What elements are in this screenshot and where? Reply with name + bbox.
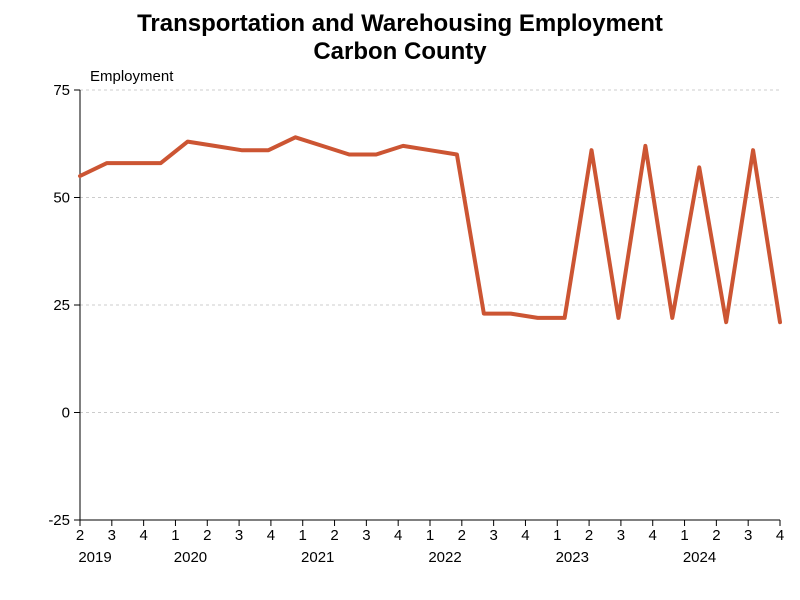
data-line <box>80 137 780 322</box>
x-tick-label: 2 <box>76 527 84 544</box>
x-tick-label: 1 <box>680 527 688 544</box>
x-tick-label: 4 <box>139 527 147 544</box>
x-tick-label: 2 <box>203 527 211 544</box>
x-tick-label: 1 <box>553 527 561 544</box>
chart-svg: -25 0 25 50 75 2 3 4 1 2 3 4 1 2 3 4 1 2 3 4 1 2 3 4 1 2 3 4 2019 202… <box>0 0 800 600</box>
x-tick-label: 2 <box>330 527 338 544</box>
x-tick-label: 1 <box>426 527 434 544</box>
chart-container: Transportation and Warehousing Employmen… <box>0 0 800 600</box>
x-tick-label: 2 <box>712 527 720 544</box>
x-year-label: 2019 <box>78 549 111 566</box>
y-tick-label: 0 <box>62 405 70 422</box>
y-tick-label: 25 <box>53 297 70 314</box>
x-tick-label: 3 <box>744 527 752 544</box>
x-tick-label: 4 <box>267 527 275 544</box>
x-tick-label: 1 <box>171 527 179 544</box>
x-year-label: 2024 <box>683 549 716 566</box>
x-tick-label: 3 <box>617 527 625 544</box>
y-tick-label: 75 <box>53 82 70 99</box>
x-tick-label: 3 <box>489 527 497 544</box>
y-tick-label: 50 <box>53 190 70 207</box>
x-tick-label: 1 <box>299 527 307 544</box>
x-tick-label: 2 <box>585 527 593 544</box>
x-tick-label: 4 <box>394 527 402 544</box>
x-tick-label: 3 <box>362 527 370 544</box>
x-year-label: 2022 <box>428 549 461 566</box>
x-tick-label: 3 <box>235 527 243 544</box>
x-tick-label: 4 <box>649 527 657 544</box>
x-tick-label: 3 <box>108 527 116 544</box>
x-tick-label: 4 <box>776 527 784 544</box>
x-year-label: 2023 <box>556 549 589 566</box>
x-year-label: 2020 <box>174 549 207 566</box>
x-tick-label: 4 <box>521 527 529 544</box>
x-tick-label: 2 <box>458 527 466 544</box>
x-year-label: 2021 <box>301 549 334 566</box>
y-tick-label: -25 <box>48 512 70 529</box>
